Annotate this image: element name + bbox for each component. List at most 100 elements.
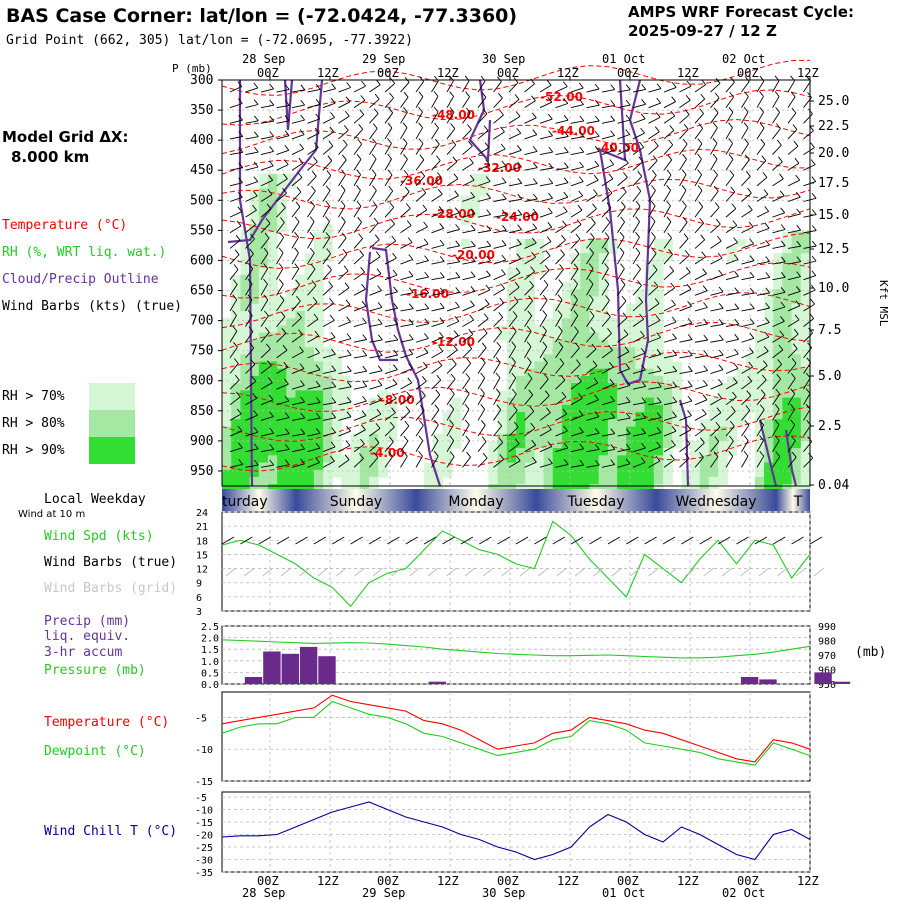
rh-cell <box>350 440 361 449</box>
wind-barb <box>787 290 801 296</box>
wind-barb <box>632 221 640 234</box>
wind-barb-feather <box>464 403 470 410</box>
rh-cell <box>690 484 701 492</box>
wind-barb <box>462 145 473 155</box>
wind-barb <box>601 284 610 296</box>
rh-cell <box>644 260 655 269</box>
rh-cell <box>552 412 563 420</box>
wind-barb-feather <box>623 172 628 178</box>
wind-barb-feather <box>344 454 350 461</box>
wind-barb <box>524 378 533 390</box>
rh-cell <box>516 397 526 406</box>
rh-cell <box>672 419 682 427</box>
rh-cell <box>773 289 784 298</box>
rh-cell <box>736 419 747 427</box>
wind-barb-feather <box>713 451 719 457</box>
wind-barb <box>679 99 691 109</box>
rh-cell <box>304 332 315 341</box>
rh-cell <box>663 383 673 391</box>
rh-cell <box>222 368 232 377</box>
wind-barb-feather <box>250 359 256 365</box>
rh-cell <box>782 303 793 312</box>
bottom-hour-label: 00Z <box>617 874 639 888</box>
wind-barb <box>741 425 750 437</box>
wind-barb <box>555 211 568 218</box>
rh-cell <box>323 448 333 456</box>
wind-barb-feather <box>681 169 687 175</box>
surface-wind-barb <box>681 536 694 545</box>
bottom-date-label: 02 Oct <box>722 886 765 900</box>
wind-barb <box>431 379 442 390</box>
wind-barb-feather <box>625 84 631 91</box>
wind-barb <box>291 206 301 218</box>
temperature-line <box>221 694 811 763</box>
rh-cell <box>222 412 232 420</box>
wind-barb-feather <box>309 247 315 254</box>
wind-barb <box>756 292 770 296</box>
top-date-label: 02 Oct <box>722 52 765 66</box>
wind-barb-feather <box>408 348 414 355</box>
rh-cell <box>800 325 811 334</box>
wind-barb-feather <box>449 404 455 410</box>
wind-barb-feather <box>795 191 801 198</box>
wind-barb-feather <box>640 347 646 354</box>
wind-barb <box>601 448 615 453</box>
wind-barb-feather <box>779 330 785 336</box>
wind-barb <box>353 271 365 281</box>
rh-cell <box>791 433 802 442</box>
wind-barb-feather <box>656 397 662 403</box>
rh-cell <box>277 318 287 326</box>
wind-barb-feather <box>514 94 520 100</box>
rh-cell <box>488 469 499 478</box>
wind-tick-label: 15 <box>196 550 208 561</box>
wind-barb <box>400 275 414 281</box>
rh-cell <box>323 390 333 399</box>
wind-barb-feather <box>716 407 722 413</box>
rh-cell <box>258 383 269 391</box>
wind-barb-feather <box>745 171 751 177</box>
height-axis-title: Kft MSL <box>877 280 890 327</box>
rh-cell <box>313 419 324 427</box>
rh-cell <box>341 477 352 485</box>
wind-barb <box>648 102 661 109</box>
rh-cell <box>506 412 517 420</box>
rh-cell <box>782 325 793 334</box>
wind-barb-feather <box>635 231 640 238</box>
wind-barb-feather <box>407 237 413 243</box>
wind-barb-feather <box>718 378 723 385</box>
wind-barb <box>601 120 615 124</box>
wind-barb-feather <box>480 388 485 394</box>
wind-barb <box>787 229 801 234</box>
wind-barb <box>446 128 456 140</box>
wind-barb-feather <box>421 390 426 397</box>
rh-cell <box>580 253 591 261</box>
wind-barb <box>322 460 335 468</box>
wind-barb <box>570 398 583 406</box>
wind-barb <box>229 119 243 124</box>
rh-cell <box>249 477 260 485</box>
wind-barb-feather <box>511 341 517 347</box>
wind-barb-feather <box>762 360 768 366</box>
wind-barb <box>601 89 615 93</box>
wind-barb <box>787 440 796 452</box>
wind-barb <box>632 118 646 124</box>
wind-barb-feather <box>623 329 629 335</box>
rh-cell <box>332 354 343 363</box>
wind-barb-feather <box>795 174 801 181</box>
rh-cell <box>800 260 811 269</box>
rh-cell <box>240 361 251 370</box>
wind-barb <box>756 379 767 390</box>
wind-barb-feather <box>402 138 408 144</box>
wind-barb <box>291 177 303 187</box>
rh-cell <box>369 404 379 413</box>
wind-barb-feather <box>237 98 243 104</box>
precip-bar <box>281 653 299 684</box>
rh-cell <box>240 274 251 283</box>
wind-barb <box>353 100 366 109</box>
rh-cell <box>653 477 664 485</box>
rh-cell <box>589 238 600 247</box>
weekday-band-cell <box>222 489 296 511</box>
wind-barb-feather <box>362 395 367 402</box>
rh-cell <box>800 282 811 290</box>
wind-barb-feather <box>269 131 275 137</box>
